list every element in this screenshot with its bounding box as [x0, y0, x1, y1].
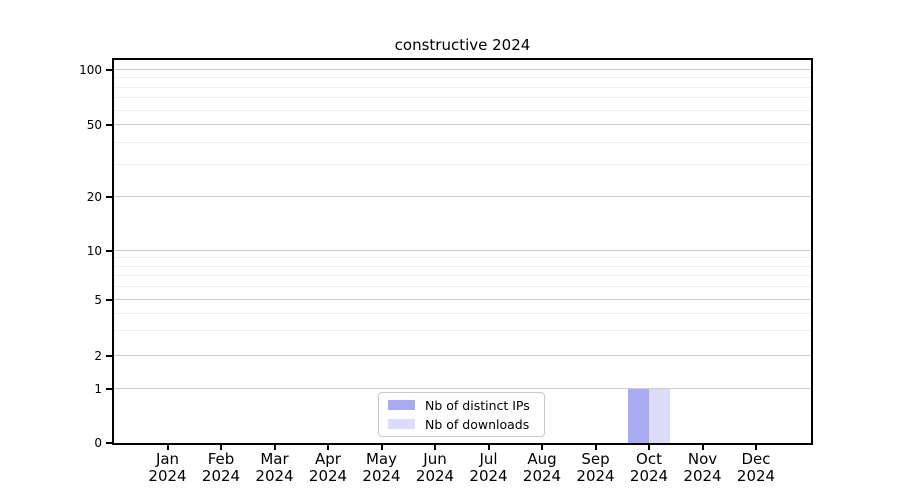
- y-tick-label: 2: [94, 348, 102, 363]
- y-tick-mark: [106, 195, 112, 198]
- x-tick-label: Jan 2024: [148, 450, 187, 485]
- x-tick-label: Jul 2024: [469, 450, 508, 485]
- y-tick-label: 50: [86, 117, 102, 132]
- minor-gridline: [114, 86, 811, 88]
- x-tick-mark: [273, 445, 276, 450]
- x-tick-mark: [594, 445, 597, 450]
- minor-gridline: [114, 275, 811, 277]
- legend-label: Nb of distinct IPs: [425, 397, 530, 413]
- minor-gridline: [114, 109, 811, 111]
- y-tick-mark: [106, 250, 112, 252]
- x-tick-label: Feb 2024: [201, 450, 241, 485]
- x-tick-label: Mar 2024: [255, 450, 294, 485]
- y-tick-mark: [106, 68, 112, 71]
- legend-swatch: [388, 400, 415, 410]
- minor-gridline: [114, 265, 811, 267]
- minor-gridline: [114, 312, 811, 314]
- y-tick-mark: [106, 298, 112, 301]
- minor-gridline: [114, 330, 811, 332]
- chart-title: constructive 2024: [394, 36, 531, 54]
- major-gridline: [114, 69, 811, 70]
- x-tick-label: Oct 2024: [629, 450, 669, 485]
- plot-area: [112, 58, 813, 445]
- y-tick-label: 100: [79, 62, 102, 77]
- x-tick-label: Jun 2024: [415, 450, 455, 485]
- x-tick-mark: [487, 445, 490, 450]
- legend-label: Nb of downloads: [425, 416, 530, 432]
- x-tick-label: Apr 2024: [308, 450, 348, 485]
- x-tick-mark: [220, 445, 222, 450]
- x-tick-mark: [434, 445, 436, 450]
- minor-gridline: [114, 77, 811, 79]
- major-gridline: [114, 388, 811, 389]
- x-tick-mark: [166, 445, 169, 450]
- bar-distinct-ips: [627, 389, 649, 443]
- x-tick-mark: [541, 445, 543, 450]
- x-tick-mark: [648, 445, 650, 450]
- legend-swatch: [388, 419, 415, 429]
- x-tick-mark: [380, 445, 383, 450]
- major-gridline: [114, 250, 811, 252]
- y-tick-label: 5: [94, 292, 102, 307]
- major-gridline: [114, 196, 811, 197]
- x-tick-label: Nov 2024: [683, 450, 722, 485]
- minor-gridline: [114, 141, 811, 143]
- x-tick-label: May 2024: [362, 450, 401, 485]
- y-tick-mark: [106, 387, 112, 390]
- major-gridline: [114, 299, 811, 300]
- x-tick-mark: [701, 445, 704, 450]
- y-tick-label: 20: [86, 189, 102, 204]
- major-gridline: [114, 354, 811, 356]
- y-tick-mark: [106, 123, 112, 126]
- minor-gridline: [114, 286, 811, 288]
- y-tick-label: 0: [94, 436, 102, 450]
- y-tick-label: 10: [86, 244, 102, 258]
- x-tick-label: Dec 2024: [736, 450, 776, 485]
- x-tick-mark: [755, 445, 757, 450]
- x-tick-label: Aug 2024: [522, 450, 562, 485]
- major-gridline: [114, 124, 811, 125]
- x-tick-label: Sep 2024: [576, 450, 615, 485]
- legend-row: Nb of distinct IPs: [388, 397, 535, 413]
- minor-gridline: [114, 164, 811, 166]
- legend-row: Nb of downloads: [388, 416, 535, 432]
- y-tick-mark: [106, 442, 112, 444]
- x-tick-mark: [327, 445, 329, 450]
- y-tick-mark: [106, 354, 112, 357]
- y-tick-label: 1: [94, 381, 102, 396]
- minor-gridline: [114, 257, 811, 259]
- legend: Nb of distinct IPs Nb of downloads: [378, 392, 545, 437]
- minor-gridline: [114, 97, 811, 99]
- bar-downloads: [649, 389, 671, 443]
